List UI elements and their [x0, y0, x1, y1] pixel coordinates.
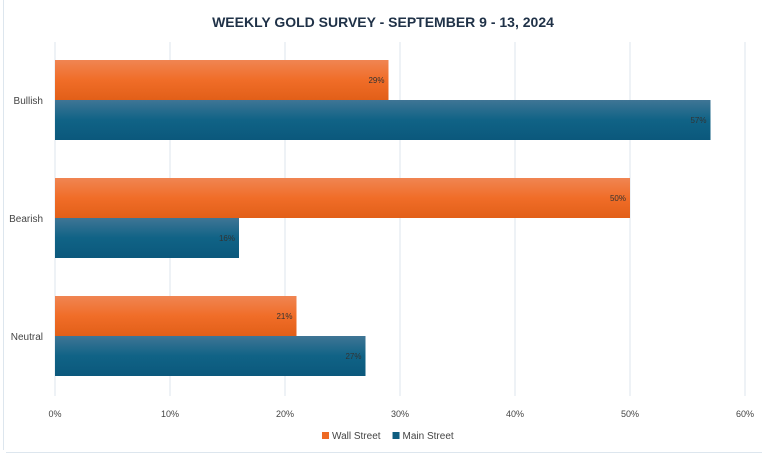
data-label: 16% — [219, 234, 235, 243]
frame-bottom-border — [6, 452, 762, 453]
x-tick-label: 0% — [48, 409, 61, 419]
legend-swatch — [322, 432, 329, 439]
category-label: Bullish — [14, 96, 43, 107]
data-label: 27% — [345, 352, 361, 361]
bar-wall-street — [55, 178, 630, 218]
legend-swatch — [392, 432, 400, 439]
x-tick-label: 40% — [506, 409, 524, 419]
bar-main-street — [55, 100, 711, 140]
bar-wall-street — [55, 60, 389, 100]
frame-left-border — [3, 0, 4, 450]
x-tick-label: 30% — [391, 409, 409, 419]
legend-label: Main Street — [403, 431, 454, 442]
category-label: Bearish — [9, 214, 43, 225]
bar-main-street — [55, 336, 366, 376]
data-label: 21% — [276, 312, 292, 321]
data-label: 29% — [368, 76, 384, 85]
x-tick-label: 20% — [276, 409, 294, 419]
chart-title: WEEKLY GOLD SURVEY - SEPTEMBER 9 - 13, 2… — [212, 14, 554, 30]
legend-label: Wall Street — [332, 431, 381, 442]
x-tick-label: 60% — [736, 409, 754, 419]
bar-main-street — [55, 218, 239, 258]
data-label: 50% — [610, 194, 626, 203]
data-label: 57% — [690, 116, 706, 125]
x-tick-label: 50% — [621, 409, 639, 419]
x-tick-label: 10% — [161, 409, 179, 419]
category-label: Neutral — [11, 332, 43, 343]
bar-wall-street — [55, 296, 297, 336]
